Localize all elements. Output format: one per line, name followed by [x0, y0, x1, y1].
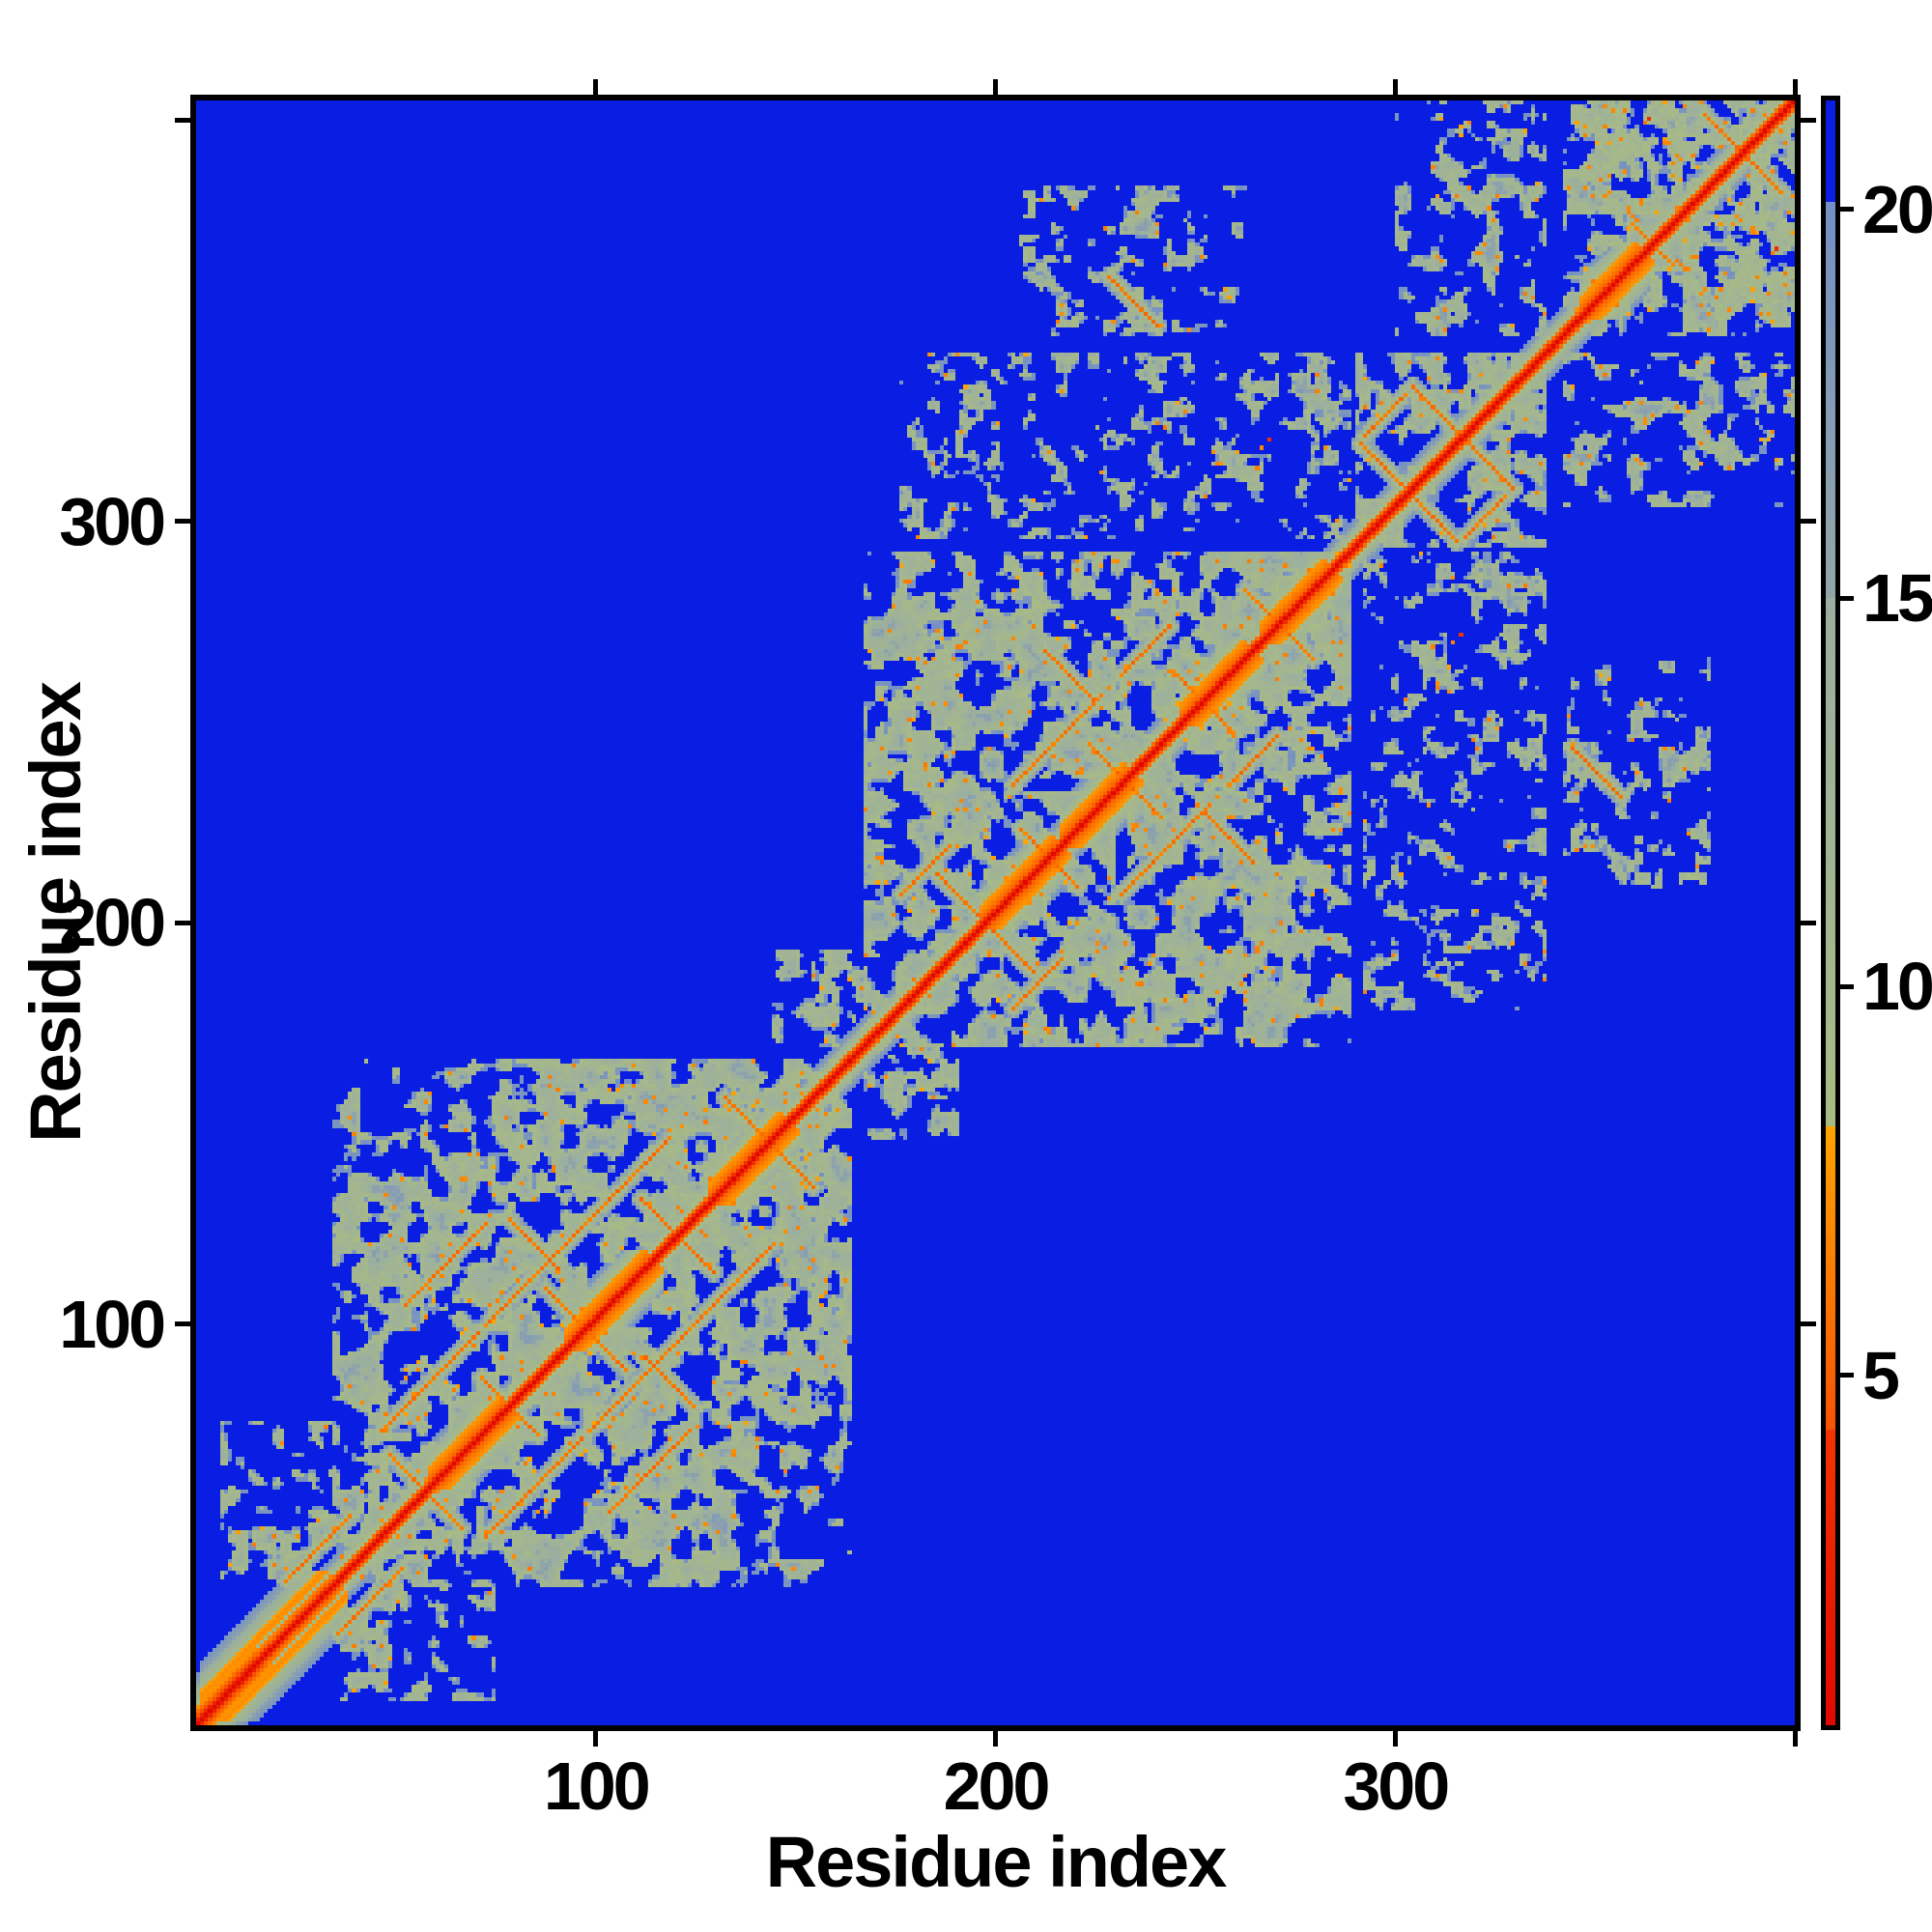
colorbar-tick: [1840, 207, 1854, 213]
x-axis-label: Residue index: [765, 1822, 1228, 1902]
y-tick: [175, 519, 190, 524]
x-tick: [1792, 1731, 1798, 1747]
x-tick: [1392, 1731, 1398, 1747]
y-tick: [175, 117, 190, 123]
colorbar-tick-label: 15: [1862, 560, 1932, 637]
y-tick-right: [1801, 117, 1816, 123]
y-tick-label: 100: [59, 1286, 166, 1362]
x-tick-label: 200: [943, 1748, 1051, 1824]
x-tick-top: [1392, 79, 1398, 95]
x-tick: [993, 1731, 998, 1747]
y-tick-right: [1801, 920, 1816, 925]
colorbar-frame: [1821, 96, 1840, 1730]
colorbar-tick-label: 5: [1862, 1337, 1900, 1413]
y-tick-label: 300: [59, 483, 166, 559]
x-tick-label: 100: [543, 1748, 651, 1824]
plot-frame: [190, 95, 1801, 1731]
y-tick: [175, 920, 190, 925]
distance-map-canvas: [196, 100, 1795, 1725]
colorbar-tick-label: 10: [1862, 949, 1932, 1025]
x-tick-label: 300: [1343, 1748, 1450, 1824]
y-tick-right: [1801, 519, 1816, 524]
x-tick-top: [593, 79, 599, 95]
colorbar-canvas: [1826, 100, 1835, 1725]
colorbar-tick: [1840, 983, 1854, 989]
y-tick-right: [1801, 1321, 1816, 1326]
y-tick: [175, 1321, 190, 1326]
x-tick-top: [993, 79, 998, 95]
colorbar-tick-label: 20: [1862, 171, 1932, 247]
y-tick-label: 200: [59, 885, 166, 960]
x-tick-top: [1792, 79, 1798, 95]
x-tick: [593, 1731, 599, 1747]
colorbar-tick: [1840, 595, 1854, 601]
colorbar-tick: [1840, 1373, 1854, 1378]
